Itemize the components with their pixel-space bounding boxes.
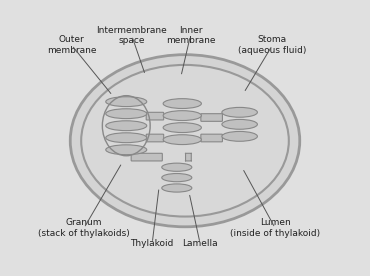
Ellipse shape (222, 107, 258, 117)
Ellipse shape (106, 97, 147, 107)
Ellipse shape (222, 131, 258, 141)
Text: Lamella: Lamella (182, 239, 218, 248)
Ellipse shape (163, 123, 201, 132)
Ellipse shape (163, 111, 201, 121)
Ellipse shape (106, 109, 147, 119)
Ellipse shape (106, 133, 147, 143)
Text: Inner
membrane: Inner membrane (166, 26, 215, 45)
FancyBboxPatch shape (201, 114, 222, 121)
Text: Stoma
(aqueous fluid): Stoma (aqueous fluid) (238, 35, 307, 55)
Ellipse shape (81, 65, 289, 217)
Text: Granum
(stack of thylakoids): Granum (stack of thylakoids) (38, 219, 130, 238)
Ellipse shape (162, 163, 192, 171)
Ellipse shape (222, 120, 258, 129)
Text: Thylakoid: Thylakoid (131, 239, 174, 248)
Ellipse shape (163, 135, 201, 145)
Ellipse shape (70, 55, 300, 227)
Text: Intermembrane
space: Intermembrane space (96, 26, 167, 45)
FancyBboxPatch shape (146, 112, 164, 120)
Ellipse shape (163, 99, 201, 108)
Text: Lumen
(inside of thylakoid): Lumen (inside of thylakoid) (230, 219, 320, 238)
Ellipse shape (162, 184, 192, 192)
Ellipse shape (106, 121, 147, 131)
FancyBboxPatch shape (201, 134, 222, 142)
FancyBboxPatch shape (146, 134, 164, 142)
Ellipse shape (106, 145, 147, 155)
Ellipse shape (162, 174, 192, 182)
FancyBboxPatch shape (131, 153, 162, 161)
FancyBboxPatch shape (185, 153, 192, 161)
Text: Outer
membrane: Outer membrane (47, 35, 96, 55)
